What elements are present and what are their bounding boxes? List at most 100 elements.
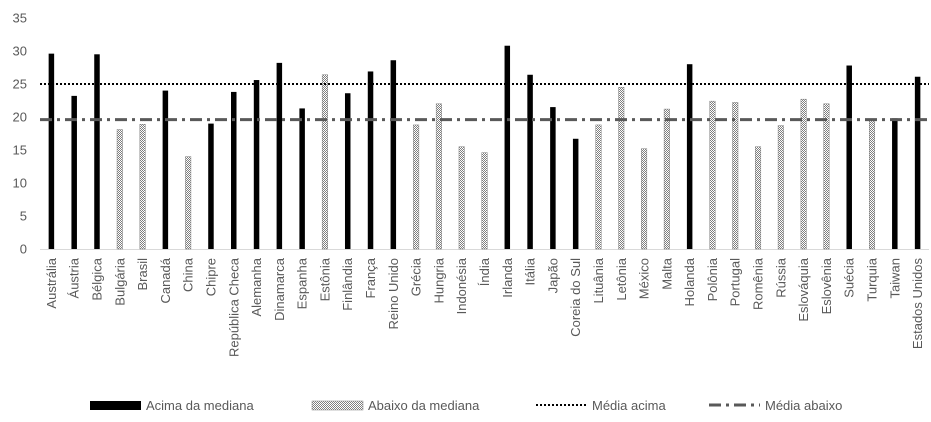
x-tick-label: Índia: [477, 257, 492, 286]
x-tick-label: Indonésia: [454, 257, 469, 314]
bar-below: [116, 129, 123, 250]
bar-above: [390, 60, 397, 249]
x-tick-label: Grécia: [409, 257, 424, 296]
bar-above: [846, 65, 852, 250]
y-tick-label: 10: [13, 176, 27, 191]
bar-above: [276, 62, 283, 249]
legend-item-ref_below: Média abaixo: [709, 398, 842, 413]
bar-above: [550, 107, 556, 249]
bar-below: [413, 124, 420, 250]
legend-label: Média acima: [592, 398, 666, 413]
x-tick-label: Turquia: [865, 257, 880, 301]
x-tick-label: República Checa: [226, 257, 241, 357]
x-tick-label: Japão: [545, 258, 560, 293]
bar-above: [527, 74, 533, 249]
x-tick-label: Taiwan: [887, 258, 902, 298]
bar-below: [732, 102, 739, 250]
bar-below: [641, 148, 648, 250]
bar-below: [458, 146, 465, 250]
y-tick-label: 35: [13, 11, 27, 26]
bar-below: [618, 87, 625, 250]
x-tick-label: Hungria: [431, 257, 446, 303]
legend-swatch: [311, 400, 364, 411]
bar-below: [435, 103, 442, 250]
x-tick-label: Dinamarca: [272, 257, 287, 321]
bars-group: [48, 45, 921, 250]
x-tick-label: Áustria: [67, 257, 82, 298]
x-tick-label: Chipre: [203, 258, 218, 296]
bar-below: [823, 103, 830, 250]
bar-above: [71, 95, 77, 249]
y-tick-label: 20: [13, 110, 27, 125]
x-tick-label: China: [181, 257, 196, 292]
x-axis: Austrália Áustria Bélgica Bulgária Brasil Can…: [44, 257, 925, 357]
bar-above: [686, 64, 693, 249]
bar-above: [299, 108, 305, 249]
bar-above: [231, 91, 237, 249]
x-tick-label: Letônia: [614, 257, 629, 300]
x-tick-label: Holanda: [682, 257, 697, 306]
y-tick-label: 15: [13, 143, 27, 158]
y-tick-label: 5: [20, 209, 27, 224]
x-tick-label: Brasil: [135, 258, 150, 291]
bar-above: [914, 76, 921, 250]
bar-below: [869, 120, 876, 250]
x-tick-label: Suécia: [842, 257, 857, 298]
x-tick-label: Austrália: [44, 257, 59, 308]
x-tick-label: Espanha: [295, 257, 310, 309]
legend: Acima da mediana Abaixo da mediana Média a…: [90, 398, 842, 413]
x-tick-label: Bulgária: [112, 257, 127, 305]
bar-above: [208, 123, 214, 249]
x-tick-label: Estônia: [317, 257, 332, 301]
bar-below: [755, 146, 762, 250]
x-tick-label: Canadá: [158, 257, 173, 303]
bar-below: [481, 152, 488, 250]
x-tick-label: Lituânia: [591, 257, 606, 303]
y-tick-label: 0: [20, 242, 27, 257]
x-tick-label: Malta: [659, 257, 674, 290]
bar-above: [162, 90, 169, 249]
bar-below: [777, 125, 784, 250]
x-tick-label: Polônia: [705, 257, 720, 301]
bar-below: [321, 74, 328, 250]
legend-swatch: [90, 401, 141, 410]
bar-below: [595, 124, 602, 250]
x-tick-label: Rússia: [773, 257, 788, 298]
x-tick-label: Alemanha: [249, 257, 264, 316]
x-tick-label: Reino Unido: [386, 258, 401, 330]
x-tick-label: Estados Unidos: [910, 258, 925, 350]
bar-above: [94, 54, 100, 249]
x-tick-label: Eslováquia: [796, 257, 811, 321]
x-tick-label: Irlanda: [500, 257, 515, 298]
legend-item-ref_above: Média acima: [536, 398, 666, 413]
x-tick-label: França: [363, 257, 378, 298]
bar-below: [663, 108, 670, 250]
y-tick-label: 25: [13, 77, 27, 92]
x-tick-label: Coreia do Sul: [568, 258, 583, 337]
reference-lines: [40, 83, 929, 122]
bar-above: [367, 71, 374, 250]
y-tick-label: 30: [13, 44, 27, 59]
bar-above: [572, 138, 579, 249]
bar-above: [504, 45, 511, 249]
bar-below: [185, 156, 192, 250]
x-tick-label: Itália: [523, 257, 538, 285]
x-tick-label: Finlândia: [340, 257, 355, 311]
legend-item-above: Acima da mediana: [90, 398, 254, 413]
x-tick-label: México: [637, 258, 652, 299]
bar-above: [892, 118, 898, 249]
legend-label: Acima da mediana: [146, 398, 254, 413]
legend-item-below: Abaixo da mediana: [311, 398, 480, 413]
legend-label: Abaixo da mediana: [368, 398, 480, 413]
bar-below: [709, 100, 716, 250]
x-tick-label: Portugal: [728, 258, 743, 307]
bar-above: [253, 80, 260, 249]
bar-below: [139, 124, 146, 250]
legend-label: Média abaixo: [765, 398, 842, 413]
x-tick-label: Eslovênia: [819, 257, 834, 314]
x-tick-label: Bélgica: [89, 257, 104, 300]
bar-above: [48, 53, 55, 249]
bar-above: [344, 93, 351, 250]
